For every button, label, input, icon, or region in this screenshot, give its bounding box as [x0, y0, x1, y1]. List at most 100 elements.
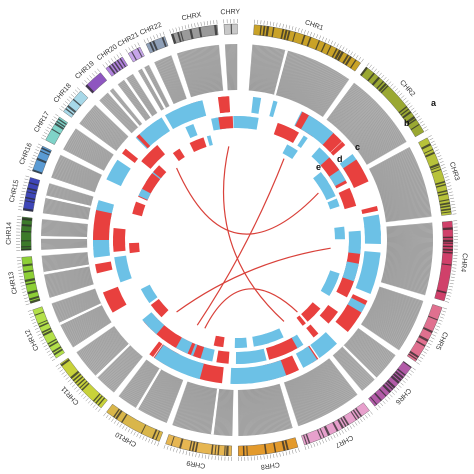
cytoband-chr1 — [292, 31, 296, 42]
track-d-segment — [274, 339, 294, 357]
density-line-chr22 — [163, 58, 182, 101]
density-line-chrx — [179, 52, 194, 97]
scale-tick-chr1 — [282, 23, 284, 28]
scale-tick-chr8 — [273, 453, 275, 458]
scale-tick-chr1 — [333, 42, 336, 46]
density-line-chr1 — [289, 56, 307, 100]
density-line-chr6 — [353, 333, 391, 363]
density-line-chr7 — [284, 382, 300, 426]
scale-tick-chr9 — [188, 451, 191, 456]
density-line-chr12 — [72, 321, 112, 348]
density-track-gray — [41, 44, 434, 436]
scale-tick-chrx — [169, 29, 172, 34]
cnv-segment-major — [165, 100, 204, 130]
density-line-chr9 — [230, 389, 233, 436]
density-line-chr12 — [67, 315, 108, 339]
cytoband-chr15 — [28, 181, 39, 186]
scale-tick-chr12 — [43, 344, 48, 348]
track-e-segment — [234, 337, 248, 348]
cytoband-chr3 — [439, 202, 450, 206]
density-line-chry — [232, 44, 235, 91]
density-line-chr2 — [365, 138, 406, 163]
cytoband-chr22 — [152, 40, 158, 51]
track-e-segment — [327, 198, 340, 210]
density-line-chr4 — [382, 275, 428, 287]
density-line-chr7 — [291, 379, 310, 423]
chr-label-chr16: CHR16 — [19, 142, 34, 166]
density-line-chr14 — [41, 242, 88, 245]
density-line-chr6 — [337, 350, 370, 386]
density-line-chr8 — [259, 388, 267, 434]
scale-tick-chr5 — [438, 319, 443, 322]
cytoband-chr4 — [442, 242, 453, 244]
density-line-chr3 — [370, 150, 412, 172]
density-line-chr4 — [381, 281, 426, 295]
density-line-chr15 — [43, 210, 89, 218]
density-line-chr1 — [284, 54, 300, 98]
density-line-chr7 — [325, 360, 353, 399]
scale-tick-chr2 — [403, 97, 407, 101]
scale-tick-chr5 — [432, 334, 437, 337]
chr-label-chr7: CHR7 — [334, 433, 354, 448]
scale-tick-chr2 — [412, 110, 417, 114]
density-line-chr12 — [69, 318, 110, 343]
density-line-chr4 — [383, 272, 429, 284]
density-line-chr2 — [363, 133, 403, 160]
density-line-chr3 — [372, 156, 415, 177]
density-line-chr1 — [258, 46, 266, 92]
cytoband-chr20 — [116, 59, 124, 69]
density-line-chr8 — [269, 386, 280, 432]
density-line-chr4 — [382, 277, 427, 289]
density-line-chr1 — [304, 65, 326, 107]
density-line-chr4 — [386, 254, 433, 260]
density-line-chr15 — [47, 189, 93, 202]
density-line-chr2 — [336, 93, 368, 129]
density-line-chr2 — [352, 115, 389, 146]
density-line-chr10 — [153, 375, 174, 418]
scale-tick-chr11 — [74, 386, 78, 390]
scale-tick-chr1 — [336, 43, 339, 48]
density-line-chr10 — [143, 371, 166, 413]
density-line-chr8 — [248, 389, 253, 436]
density-line-chr4 — [381, 280, 426, 294]
scale-tick-chr10 — [145, 437, 148, 442]
density-line-chrx — [194, 48, 205, 94]
scale-tick-chr21 — [128, 47, 131, 51]
density-line-chr13 — [46, 274, 92, 286]
density-line-chr8 — [273, 385, 285, 431]
density-line-chr3 — [377, 169, 421, 187]
cytoband-chrx — [171, 33, 177, 44]
density-line-chr5 — [375, 298, 418, 317]
track-e-segment — [282, 144, 298, 160]
density-line-chr21 — [139, 70, 163, 111]
density-line-chr7 — [294, 378, 313, 422]
track-d-segment — [246, 348, 267, 364]
density-line-chr7 — [324, 361, 352, 400]
scale-tick-chr11 — [76, 389, 80, 393]
track-c-segment — [196, 362, 224, 384]
cytoband-chr1 — [280, 28, 285, 39]
density-line-chr16 — [57, 160, 100, 180]
density-line-chr13 — [42, 256, 89, 263]
scale-tick-chr17 — [45, 129, 50, 132]
density-line-chr1 — [303, 64, 324, 106]
density-line-chr11 — [84, 334, 121, 364]
density-line-chr11 — [103, 349, 135, 384]
scale-tick-chr6 — [393, 389, 398, 393]
scale-tick-chr2 — [394, 88, 398, 92]
density-line-chr19 — [101, 97, 134, 132]
cytoband-chr15 — [27, 187, 38, 192]
track-letter-d: d — [337, 154, 343, 164]
scale-tick-chr1 — [288, 25, 291, 30]
density-line-chr2 — [363, 134, 403, 160]
density-line-chr5 — [374, 298, 418, 318]
cytoband-chr3 — [437, 189, 448, 194]
density-line-chr10 — [138, 369, 162, 410]
cytoband-chr2 — [371, 76, 381, 86]
cytoband-chr4 — [442, 227, 453, 231]
chr-label-chr2: CHR2 — [398, 79, 416, 98]
cytoband-chr12 — [51, 346, 62, 353]
density-line-chr16 — [59, 155, 102, 176]
cytoband-chr5 — [416, 340, 426, 347]
density-line-chr4 — [385, 257, 432, 264]
